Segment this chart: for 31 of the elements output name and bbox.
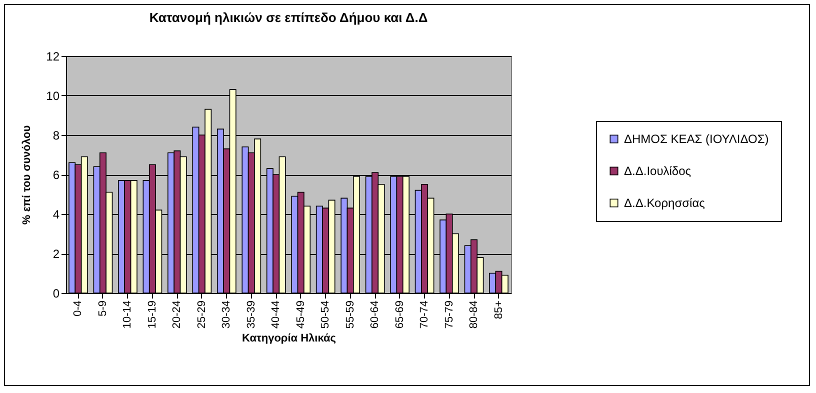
y-tick-label: 0 [52,286,60,300]
y-axis-title: % επί του συνόλου [21,125,34,225]
x-tick-label: 0-4 [72,300,84,316]
y-tick-label: 6 [52,168,60,182]
x-axis-title: Κατηγορία Ηλικάς [242,332,336,345]
x-tick-label: 75-79 [443,300,456,329]
x-tick-label: 70-74 [418,300,431,329]
x-tick-label: 10-14 [122,300,134,329]
y-tick-label: 10 [46,89,60,103]
x-tick-label: 30-34 [220,300,233,329]
y-tick-label: 2 [52,247,60,261]
x-tick-label: 40-44 [270,300,282,329]
y-tick-label: 4 [52,208,60,222]
x-tick-label: 65-69 [394,300,406,329]
legend-label: Δ.Δ.Ιουλίδος [624,164,692,178]
x-tick-label: 20-24 [171,300,184,329]
x-tick-label: 50-54 [320,300,332,329]
x-tick-label: 85+ [492,300,505,320]
chart-title: Κατανομή ηλικιών σε επίπεδο Δήμου και Δ.Δ [149,10,428,25]
x-tick-label: 60-64 [369,300,382,329]
y-tick-label: 12 [46,50,60,64]
x-tick-label: 45-49 [294,300,307,329]
x-tick-label: 55-59 [344,300,356,329]
x-tick-label: 5-9 [96,300,109,316]
legend-label: ΔΗΜΟΣ ΚΕΑΣ (ΙΟΥΛΙΔΟΣ) [624,132,769,146]
legend-label: Δ.Δ.Κορησσίας [624,196,706,210]
x-tick-label: 25-29 [196,300,208,329]
y-tick-label: 8 [52,128,60,142]
x-tick-label: 35-39 [245,300,258,329]
x-tick-label: 80-84 [468,300,480,329]
x-tick-label: 15-19 [146,300,158,329]
